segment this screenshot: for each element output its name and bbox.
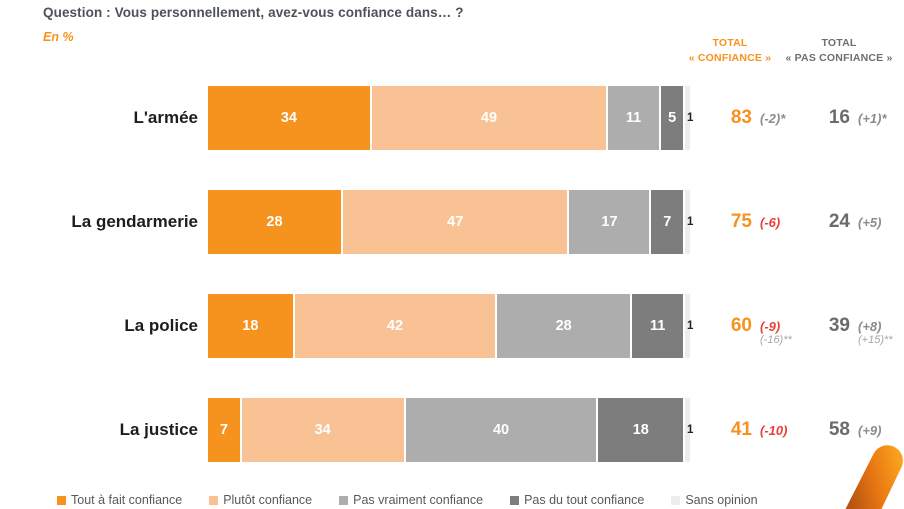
total-pas-confiance-cell: 58 (+9)	[798, 398, 898, 462]
bar-segment: 5	[661, 86, 686, 150]
segment-value-outside: 1	[686, 320, 694, 332]
bar-segment: 28	[497, 294, 633, 358]
total-value: 24	[828, 211, 850, 232]
legend-item: Tout à fait confiance	[57, 493, 182, 507]
total-pas-confiance-header: TOTAL « PAS CONFIANCE »	[782, 36, 896, 65]
bar-row: La gendarmerie 28 47 17 7 1 75 (-6) 24 (+5)	[0, 190, 904, 254]
legend-label: Pas vraiment confiance	[353, 493, 484, 507]
bar-segment: 7	[208, 398, 242, 462]
total-value: 75	[730, 211, 752, 232]
bar-segment: 1	[685, 294, 693, 358]
legend-label: Plutôt confiance	[223, 493, 313, 507]
question-title: Question : Vous personnellement, avez-vo…	[43, 5, 464, 20]
bar-segment: 49	[371, 86, 609, 150]
total-confiance-cell: 60 (-9) (-16)**	[700, 294, 796, 358]
legend: Tout à fait confiance Plutôt confiance Pas…	[57, 493, 758, 507]
total-confiance-header-line2: « CONFIANCE »	[688, 51, 772, 64]
bar-segment: 47	[342, 190, 570, 254]
legend-item: Pas vraiment confiance	[339, 493, 483, 507]
change-annotation: (+9)	[858, 422, 882, 438]
unit-label: En %	[43, 30, 74, 44]
bar-row: L'armée 34 49 11 5 1 83 (-2)* 16 (+1)*	[0, 86, 904, 150]
category-label: La police	[124, 316, 198, 335]
legend-swatch-icon	[510, 495, 520, 505]
category-label: L'armée	[133, 108, 198, 127]
segment-value-outside: 1	[686, 424, 694, 436]
legend-item: Sans opinion	[671, 493, 758, 507]
total-confiance-header-line1: TOTAL	[712, 37, 748, 49]
category-label: La justice	[119, 420, 198, 439]
total-pas-confiance-header-line1: TOTAL	[821, 37, 857, 49]
segment-value-outside: 1	[686, 216, 694, 228]
bar-segment: 1	[685, 398, 693, 462]
legend-swatch-icon	[671, 495, 681, 505]
legend-label: Sans opinion	[685, 493, 758, 507]
bar-segment: 1	[685, 190, 693, 254]
bar-segment: 18	[208, 294, 295, 358]
total-value: 58	[828, 419, 850, 440]
change-annotation: (-9) (-16)**	[760, 318, 792, 346]
legend-swatch-icon	[339, 495, 349, 505]
category-label: La gendarmerie	[71, 212, 198, 231]
bar-segment: 28	[208, 190, 343, 254]
total-pas-confiance-cell: 39 (+8) (+15)**	[798, 294, 898, 358]
total-confiance-header: TOTAL « CONFIANCE »	[680, 36, 780, 65]
total-value: 83	[730, 107, 752, 128]
stacked-bar: 7 34 40 18 1	[208, 398, 693, 462]
bar-row: La police 18 42 28 11 1 60 (-9) (-16)** 39 (+8) (+1…	[0, 294, 904, 358]
stacked-bar: 28 47 17 7 1	[208, 190, 693, 254]
segment-value-outside: 1	[686, 112, 694, 124]
total-value: 16	[828, 107, 850, 128]
legend-item: Plutôt confiance	[209, 493, 312, 507]
change-annotation: (-2)*	[760, 110, 786, 126]
bar-segment: 42	[294, 294, 498, 358]
total-pas-confiance-cell: 24 (+5)	[798, 190, 898, 254]
total-value: 60	[730, 315, 752, 336]
total-pas-confiance-header-line2: « PAS CONFIANCE »	[785, 51, 893, 64]
bar-segment: 18	[598, 398, 686, 462]
bar-segment: 7	[651, 190, 686, 254]
bar-segment: 11	[608, 86, 662, 150]
total-value: 41	[730, 419, 752, 440]
total-confiance-cell: 75 (-6)	[700, 190, 796, 254]
total-confiance-cell: 83 (-2)*	[700, 86, 796, 150]
secondary-change-annotation: (-16)**	[760, 333, 792, 346]
legend-label: Pas du tout confiance	[524, 493, 645, 507]
change-annotation: (-10)	[760, 422, 788, 438]
stacked-bar: 34 49 11 5 1	[208, 86, 693, 150]
change-annotation: (+1)*	[858, 110, 887, 126]
bar-row: La justice 7 34 40 18 1 41 (-10) 58 (+9)	[0, 398, 904, 462]
total-pas-confiance-cell: 16 (+1)*	[798, 86, 898, 150]
total-confiance-cell: 41 (-10)	[700, 398, 796, 462]
change-annotation: (+8) (+15)**	[858, 318, 893, 346]
secondary-change-annotation: (+15)**	[858, 333, 893, 346]
change-annotation: (+5)	[858, 214, 882, 230]
change-annotation: (-6)	[760, 214, 781, 230]
legend-label: Tout à fait confiance	[71, 493, 183, 507]
legend-item: Pas du tout confiance	[510, 493, 644, 507]
bar-segment: 34	[241, 398, 406, 462]
bar-segment: 1	[685, 86, 693, 150]
bar-segment: 40	[405, 398, 599, 462]
total-value: 39	[828, 315, 850, 336]
stacked-bar: 18 42 28 11 1	[208, 294, 693, 358]
bar-segment: 34	[208, 86, 372, 150]
bar-segment: 11	[632, 294, 686, 358]
bar-segment: 17	[569, 190, 652, 254]
legend-swatch-icon	[57, 495, 66, 505]
legend-swatch-icon	[209, 495, 219, 505]
